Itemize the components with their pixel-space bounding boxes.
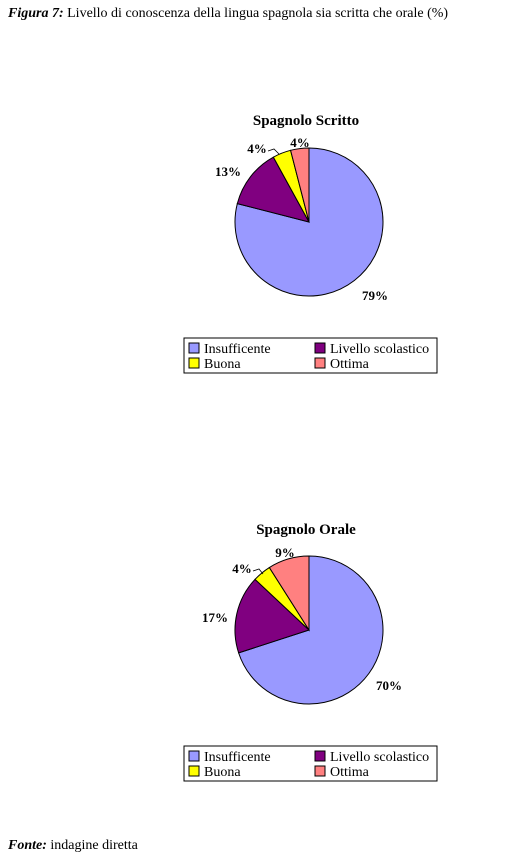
label-leader-line [252,568,264,575]
legend-swatch-insufficente [188,750,200,762]
pie-slices [234,555,384,705]
chart-legend: Insufficente Livello scolastico Buona Ottim… [183,745,438,782]
legend-swatch-ottima [314,357,326,369]
source-note: Fonte: indagine diretta [8,838,138,854]
legend-swatch-livello-scolastico [314,750,326,762]
legend-swatch-buona [188,765,200,777]
data-label-livello-scolastico: 17% [202,610,228,625]
chart-title: Spagnolo Orale [256,522,356,538]
legend-swatch-buona [188,357,200,369]
chart-legend: Insufficente Livello scolastico Buona Ottim… [183,337,438,374]
legend-label-livello-scolastico: Livello scolastico [330,750,429,765]
label-leader-line [267,148,280,155]
data-label-ottima: 4% [290,135,310,150]
legend-label-buona: Buona [204,357,241,372]
legend-label-ottima: Ottima [330,357,370,372]
pie-slice-livello-scolastico [236,156,310,223]
figure-caption-text: Livello di conoscenza della lingua spagn… [67,6,449,21]
legend-label-insufficente: Insufficente [204,750,271,765]
data-label-ottima: 9% [275,545,295,560]
data-label-insufficente: 79% [362,288,388,303]
data-label-buona: 4% [232,561,252,576]
data-label-buona: 4% [247,141,267,156]
legend-label-livello-scolastico: Livello scolastico [330,342,429,357]
pie-labels: 79% 13% 4% 4% [215,135,388,303]
legend-swatch-insufficente [188,342,200,354]
pie-slice-insufficente [237,555,384,705]
pie-slice-ottima [268,555,310,632]
legend-label-insufficente: Insufficente [204,342,271,357]
pie-chart-spagnolo-orale: Spagnolo Orale 70% 17% 4% 9% Insufficente Li… [183,522,438,782]
pie-chart-spagnolo-scritto: Spagnolo Scritto 79% 13% 4% 4% Insufficente… [183,113,438,374]
figure-label: Figura 7: [8,6,64,21]
figure-caption: Figura 7: Livello di conoscenza della li… [8,6,448,22]
legend-swatch-livello-scolastico [314,342,326,354]
legend-swatch-ottima [314,765,326,777]
source-label: Fonte: [8,838,47,853]
source-text: indagine diretta [50,838,138,853]
chart-title: Spagnolo Scritto [253,113,359,129]
legend-box [183,745,438,782]
pie-labels: 70% 17% 4% 9% [202,545,402,693]
data-label-livello-scolastico: 13% [215,164,241,179]
pie-slice-ottima [289,147,310,223]
pie-slices [234,147,384,297]
legend-label-ottima: Ottima [330,765,370,780]
legend-box [183,337,438,374]
data-label-insufficente: 70% [376,678,402,693]
pie-slice-livello-scolastico [234,578,310,654]
legend-label-buona: Buona [204,765,241,780]
